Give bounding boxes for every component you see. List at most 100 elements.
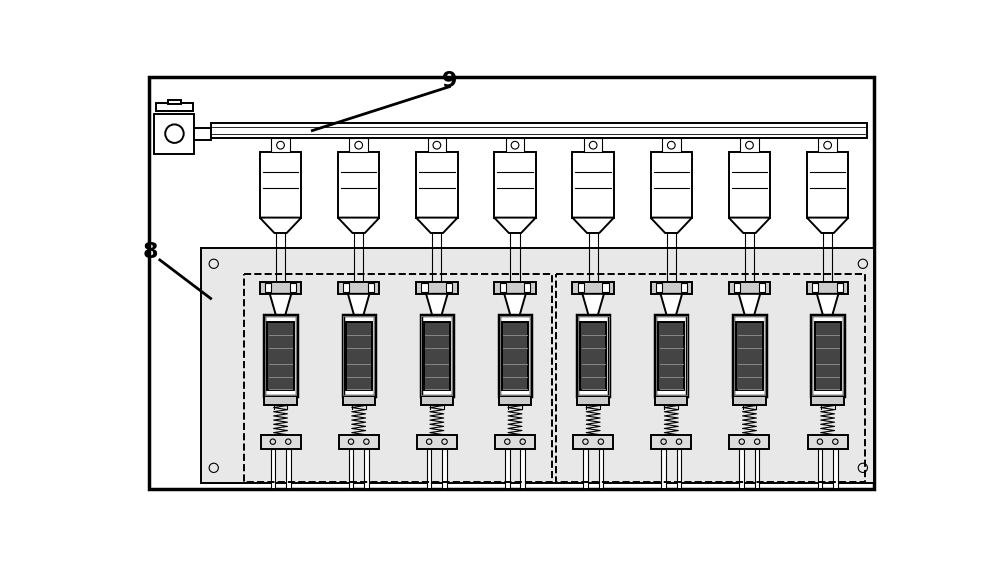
- Bar: [428, 138, 446, 152]
- Bar: [349, 138, 368, 152]
- Bar: [364, 448, 369, 488]
- Bar: [271, 138, 290, 152]
- Bar: [833, 448, 838, 488]
- Polygon shape: [739, 294, 760, 315]
- Bar: [271, 448, 275, 488]
- Bar: [755, 448, 759, 488]
- Bar: [494, 282, 536, 294]
- Polygon shape: [494, 217, 536, 233]
- Bar: [578, 316, 609, 396]
- Bar: [502, 321, 528, 390]
- Bar: [734, 316, 765, 396]
- Polygon shape: [260, 217, 301, 233]
- Bar: [729, 152, 770, 217]
- Bar: [656, 283, 662, 292]
- Bar: [662, 138, 681, 152]
- Bar: [602, 283, 609, 292]
- Bar: [368, 283, 374, 292]
- Bar: [417, 435, 457, 448]
- Bar: [343, 315, 375, 396]
- Bar: [655, 396, 687, 405]
- Bar: [427, 448, 431, 488]
- Bar: [264, 396, 297, 405]
- Bar: [290, 283, 296, 292]
- Bar: [338, 282, 379, 294]
- Polygon shape: [582, 294, 604, 315]
- Bar: [807, 282, 848, 294]
- Bar: [739, 448, 744, 488]
- Bar: [339, 435, 379, 448]
- Bar: [346, 321, 372, 390]
- Bar: [343, 396, 375, 405]
- Bar: [343, 316, 374, 396]
- Bar: [505, 448, 510, 488]
- Bar: [681, 283, 687, 292]
- Bar: [446, 283, 452, 292]
- Bar: [499, 396, 531, 405]
- Bar: [577, 396, 609, 405]
- Bar: [729, 435, 769, 448]
- Bar: [658, 321, 684, 390]
- Bar: [154, 114, 194, 153]
- Polygon shape: [348, 294, 369, 315]
- Bar: [421, 283, 428, 292]
- Polygon shape: [504, 294, 526, 315]
- Text: 8: 8: [143, 242, 158, 262]
- Bar: [651, 282, 692, 294]
- Bar: [500, 316, 530, 396]
- Bar: [194, 128, 211, 140]
- Bar: [494, 152, 536, 217]
- Polygon shape: [807, 217, 848, 233]
- Bar: [837, 283, 843, 292]
- Bar: [260, 282, 301, 294]
- Bar: [265, 283, 271, 292]
- Bar: [572, 152, 614, 217]
- Bar: [506, 138, 524, 152]
- Bar: [578, 283, 584, 292]
- Bar: [677, 448, 681, 488]
- Polygon shape: [572, 217, 614, 233]
- Bar: [573, 435, 613, 448]
- Bar: [168, 100, 181, 105]
- Bar: [343, 283, 349, 292]
- Bar: [729, 282, 770, 294]
- Bar: [661, 448, 666, 488]
- Bar: [286, 448, 291, 488]
- Polygon shape: [416, 217, 458, 233]
- Polygon shape: [729, 217, 770, 233]
- Bar: [818, 448, 822, 488]
- Bar: [734, 283, 740, 292]
- Bar: [211, 123, 867, 138]
- Bar: [424, 321, 450, 390]
- Bar: [736, 321, 763, 390]
- Bar: [733, 315, 766, 396]
- Bar: [421, 396, 453, 405]
- Bar: [349, 448, 353, 488]
- Bar: [520, 448, 525, 488]
- Bar: [261, 435, 301, 448]
- Bar: [812, 283, 818, 292]
- Bar: [421, 315, 453, 396]
- Bar: [818, 138, 837, 152]
- Bar: [524, 283, 530, 292]
- Polygon shape: [270, 294, 291, 315]
- Bar: [156, 103, 193, 111]
- Polygon shape: [338, 217, 379, 233]
- Bar: [651, 435, 691, 448]
- Bar: [584, 138, 602, 152]
- Polygon shape: [661, 294, 682, 315]
- Polygon shape: [817, 294, 838, 315]
- Bar: [815, 321, 841, 390]
- Bar: [572, 282, 614, 294]
- Bar: [651, 152, 692, 217]
- Bar: [583, 448, 588, 488]
- Bar: [495, 435, 535, 448]
- Bar: [201, 248, 874, 483]
- Bar: [656, 316, 687, 396]
- Bar: [264, 315, 297, 396]
- Bar: [759, 283, 765, 292]
- Bar: [733, 396, 766, 405]
- Bar: [808, 435, 848, 448]
- Bar: [416, 152, 458, 217]
- Bar: [811, 396, 844, 405]
